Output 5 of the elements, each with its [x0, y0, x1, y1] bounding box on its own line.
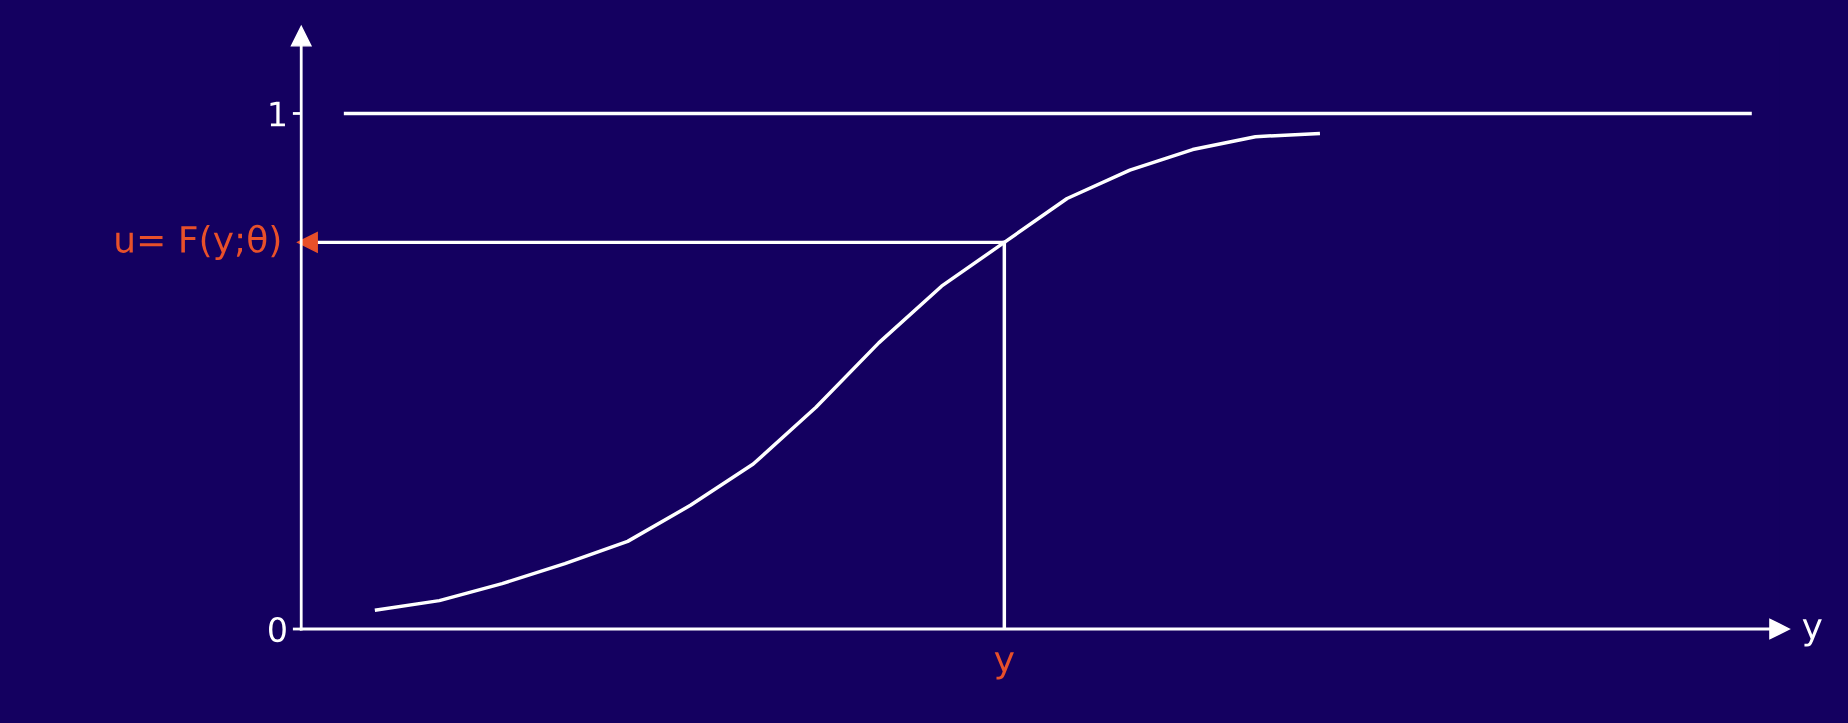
text: y	[994, 652, 1014, 680]
text: y	[1802, 619, 1822, 647]
ref-line-label: u= F(y;θ)	[116, 224, 280, 260]
y-tick-label: 1	[270, 101, 285, 127]
y-tick-label: 0	[269, 616, 286, 643]
